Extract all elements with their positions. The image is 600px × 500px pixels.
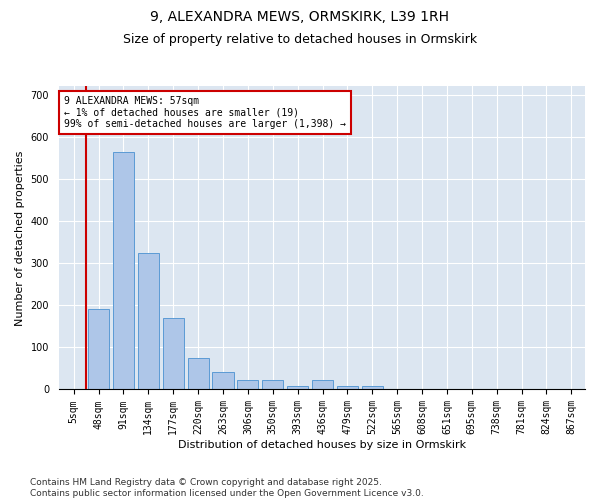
Bar	[212, 372, 233, 390]
Bar	[312, 380, 333, 390]
Bar	[362, 386, 383, 390]
X-axis label: Distribution of detached houses by size in Ormskirk: Distribution of detached houses by size …	[178, 440, 466, 450]
Bar	[262, 380, 283, 390]
Bar	[436, 388, 457, 390]
Bar	[88, 308, 109, 390]
Bar	[188, 358, 209, 390]
Text: 9 ALEXANDRA MEWS: 57sqm
← 1% of detached houses are smaller (19)
99% of semi-det: 9 ALEXANDRA MEWS: 57sqm ← 1% of detached…	[64, 96, 346, 129]
Y-axis label: Number of detached properties: Number of detached properties	[15, 150, 25, 326]
Text: Contains HM Land Registry data © Crown copyright and database right 2025.
Contai: Contains HM Land Registry data © Crown c…	[30, 478, 424, 498]
Text: Size of property relative to detached houses in Ormskirk: Size of property relative to detached ho…	[123, 32, 477, 46]
Bar	[63, 388, 84, 390]
Bar	[138, 252, 159, 390]
Bar	[113, 152, 134, 390]
Text: 9, ALEXANDRA MEWS, ORMSKIRK, L39 1RH: 9, ALEXANDRA MEWS, ORMSKIRK, L39 1RH	[151, 10, 449, 24]
Bar	[287, 386, 308, 390]
Bar	[337, 386, 358, 390]
Bar	[163, 318, 184, 390]
Bar	[237, 380, 259, 390]
